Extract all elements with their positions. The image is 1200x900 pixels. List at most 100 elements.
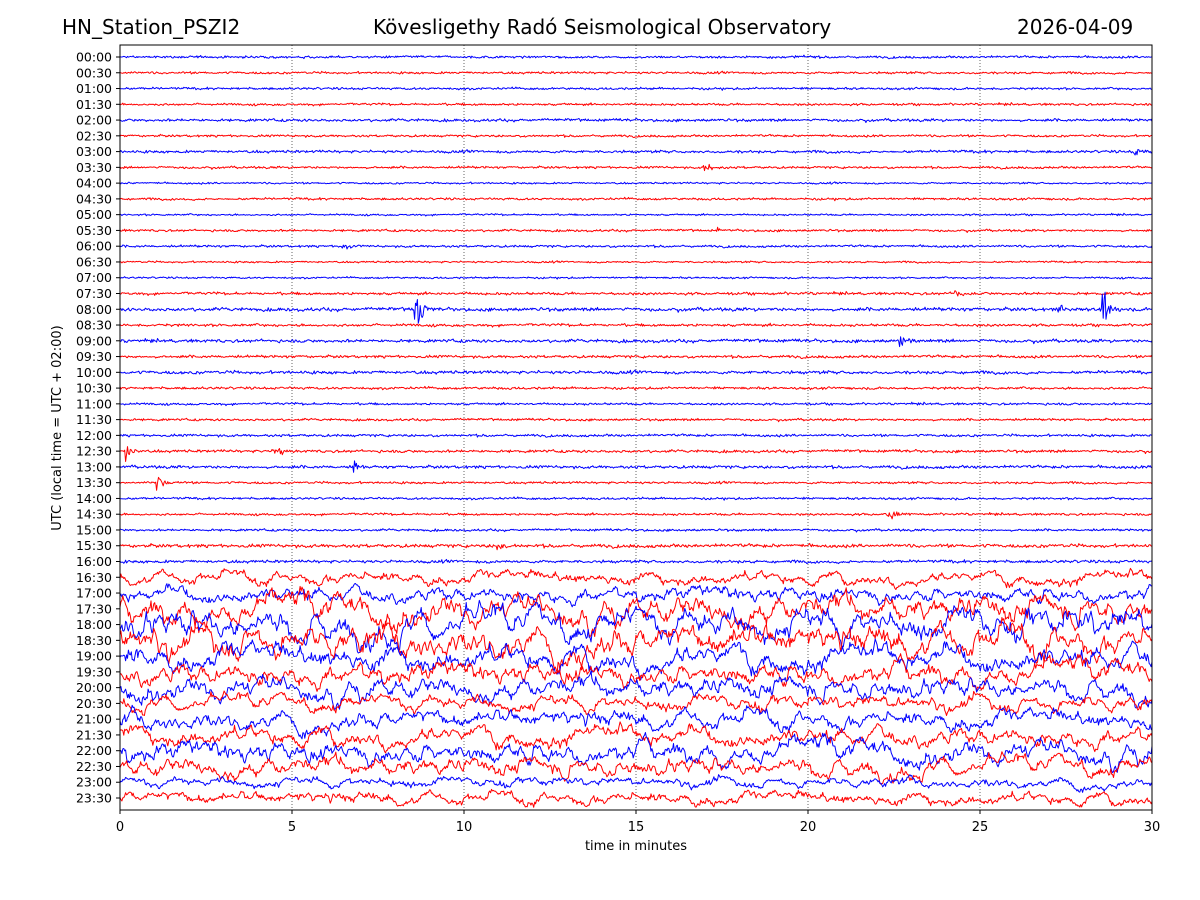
trace-1800 (119, 599, 1153, 654)
trace-0330 (119, 163, 1153, 172)
trace-0830 (119, 322, 1153, 328)
trace-1530 (119, 542, 1153, 551)
trace-0300 (119, 149, 1153, 156)
x-tick-label: 0 (116, 820, 124, 835)
y-tick-label: 11:30 (76, 412, 112, 427)
trace-1330 (119, 476, 1153, 491)
trace-0130 (119, 102, 1153, 107)
trace-0800 (119, 291, 1153, 324)
y-tick-label: 08:30 (76, 318, 112, 333)
y-tick-label: 15:00 (76, 522, 112, 537)
y-tick-label: 05:30 (76, 223, 112, 238)
trace-2300 (119, 774, 1153, 793)
y-tick-label: 22:30 (76, 759, 112, 774)
trace-0630 (119, 260, 1153, 264)
y-tick-label: 04:30 (76, 191, 112, 206)
y-tick-label: 08:00 (76, 302, 112, 317)
trace-0900 (119, 336, 1153, 348)
y-tick-label: 03:00 (76, 144, 112, 159)
y-tick-label: 20:00 (76, 680, 112, 695)
trace-1730 (119, 585, 1153, 637)
x-tick-label: 30 (1144, 820, 1161, 835)
y-tick-label: 06:00 (76, 239, 112, 254)
trace-2000 (119, 670, 1153, 711)
trace-0730 (120, 290, 1153, 297)
trace-0530 (119, 226, 1153, 233)
station-name: HN_Station_PSZI2 (62, 15, 241, 39)
trace-0000 (119, 54, 1152, 60)
trace-0030 (119, 70, 1153, 75)
y-tick-label: 00:30 (76, 65, 112, 80)
y-tick-label: 17:30 (76, 601, 112, 616)
y-tick-label: 18:30 (76, 633, 112, 648)
trace-1030 (119, 385, 1153, 391)
trace-1100 (120, 401, 1153, 407)
y-tick-label: 14:00 (76, 491, 112, 506)
trace-2330 (119, 788, 1153, 808)
trace-1000 (119, 369, 1153, 376)
y-tick-label: 18:00 (76, 617, 112, 632)
y-tick-label: 02:00 (76, 113, 112, 128)
y-tick-label: 20:30 (76, 696, 112, 711)
trace-0500 (119, 212, 1153, 217)
y-tick-label: 09:00 (76, 333, 112, 348)
trace-0600 (119, 244, 1153, 250)
trace-1700 (119, 583, 1153, 608)
trace-0700 (119, 276, 1153, 280)
y-tick-label: 13:30 (76, 475, 112, 490)
y-tick-label: 10:00 (76, 365, 112, 380)
trace-2100 (119, 704, 1153, 740)
trace-1400 (119, 496, 1153, 501)
trace-1630 (119, 567, 1153, 590)
y-tick-label: 12:00 (76, 428, 112, 443)
trace-1900 (119, 638, 1153, 681)
y-tick-label: 05:00 (76, 207, 112, 222)
y-tick-label: 23:00 (76, 775, 112, 790)
y-tick-label: 23:30 (76, 791, 112, 806)
trace-1200 (119, 433, 1153, 438)
y-tick-label: 12:30 (76, 444, 112, 459)
observatory-title: Kövesligethy Radó Seismological Observat… (373, 15, 832, 39)
trace-1230 (119, 446, 1153, 462)
date-label: 2026-04-09 (1017, 15, 1134, 39)
y-tick-label: 09:30 (76, 349, 112, 364)
trace-1430 (119, 511, 1153, 520)
trace-0430 (119, 196, 1153, 202)
trace-2230 (119, 751, 1153, 785)
y-tick-label: 21:00 (76, 712, 112, 727)
y-tick-label: 16:00 (76, 554, 112, 569)
y-tick-label: 00:00 (76, 50, 112, 65)
trace-2130 (119, 721, 1153, 754)
trace-1300 (119, 460, 1153, 473)
trace-0230 (119, 133, 1153, 138)
trace-0200 (119, 117, 1153, 123)
y-tick-label: 07:30 (76, 286, 112, 301)
x-tick-label: 20 (800, 820, 817, 835)
x-tick-label: 10 (456, 820, 473, 835)
y-tick-label: 19:00 (76, 649, 112, 664)
y-axis-label: UTC (local time = UTC + 02:00) (50, 325, 65, 530)
y-tick-label: 17:00 (76, 586, 112, 601)
y-tick-label: 06:30 (76, 254, 112, 269)
y-tick-label: 03:30 (76, 160, 112, 175)
y-tick-label: 02:30 (76, 128, 112, 143)
y-tick-label: 01:00 (76, 81, 112, 96)
x-axis-label: time in minutes (585, 839, 687, 854)
y-tick-label: 15:30 (76, 538, 112, 553)
trace-0400 (119, 181, 1153, 185)
x-tick-label: 15 (628, 820, 645, 835)
trace-0100 (119, 86, 1153, 91)
y-tick-label: 13:00 (76, 459, 112, 474)
y-tick-label: 01:30 (76, 97, 112, 112)
x-tick-label: 5 (288, 820, 296, 835)
y-tick-label: 04:00 (76, 176, 112, 191)
y-tick-label: 07:00 (76, 270, 112, 285)
trace-2200 (119, 732, 1153, 774)
trace-1600 (119, 558, 1153, 565)
trace-1830 (119, 613, 1153, 674)
y-tick-label: 11:00 (76, 396, 112, 411)
y-tick-label: 21:30 (76, 727, 112, 742)
trace-1500 (119, 528, 1153, 533)
y-tick-label: 16:30 (76, 570, 112, 585)
